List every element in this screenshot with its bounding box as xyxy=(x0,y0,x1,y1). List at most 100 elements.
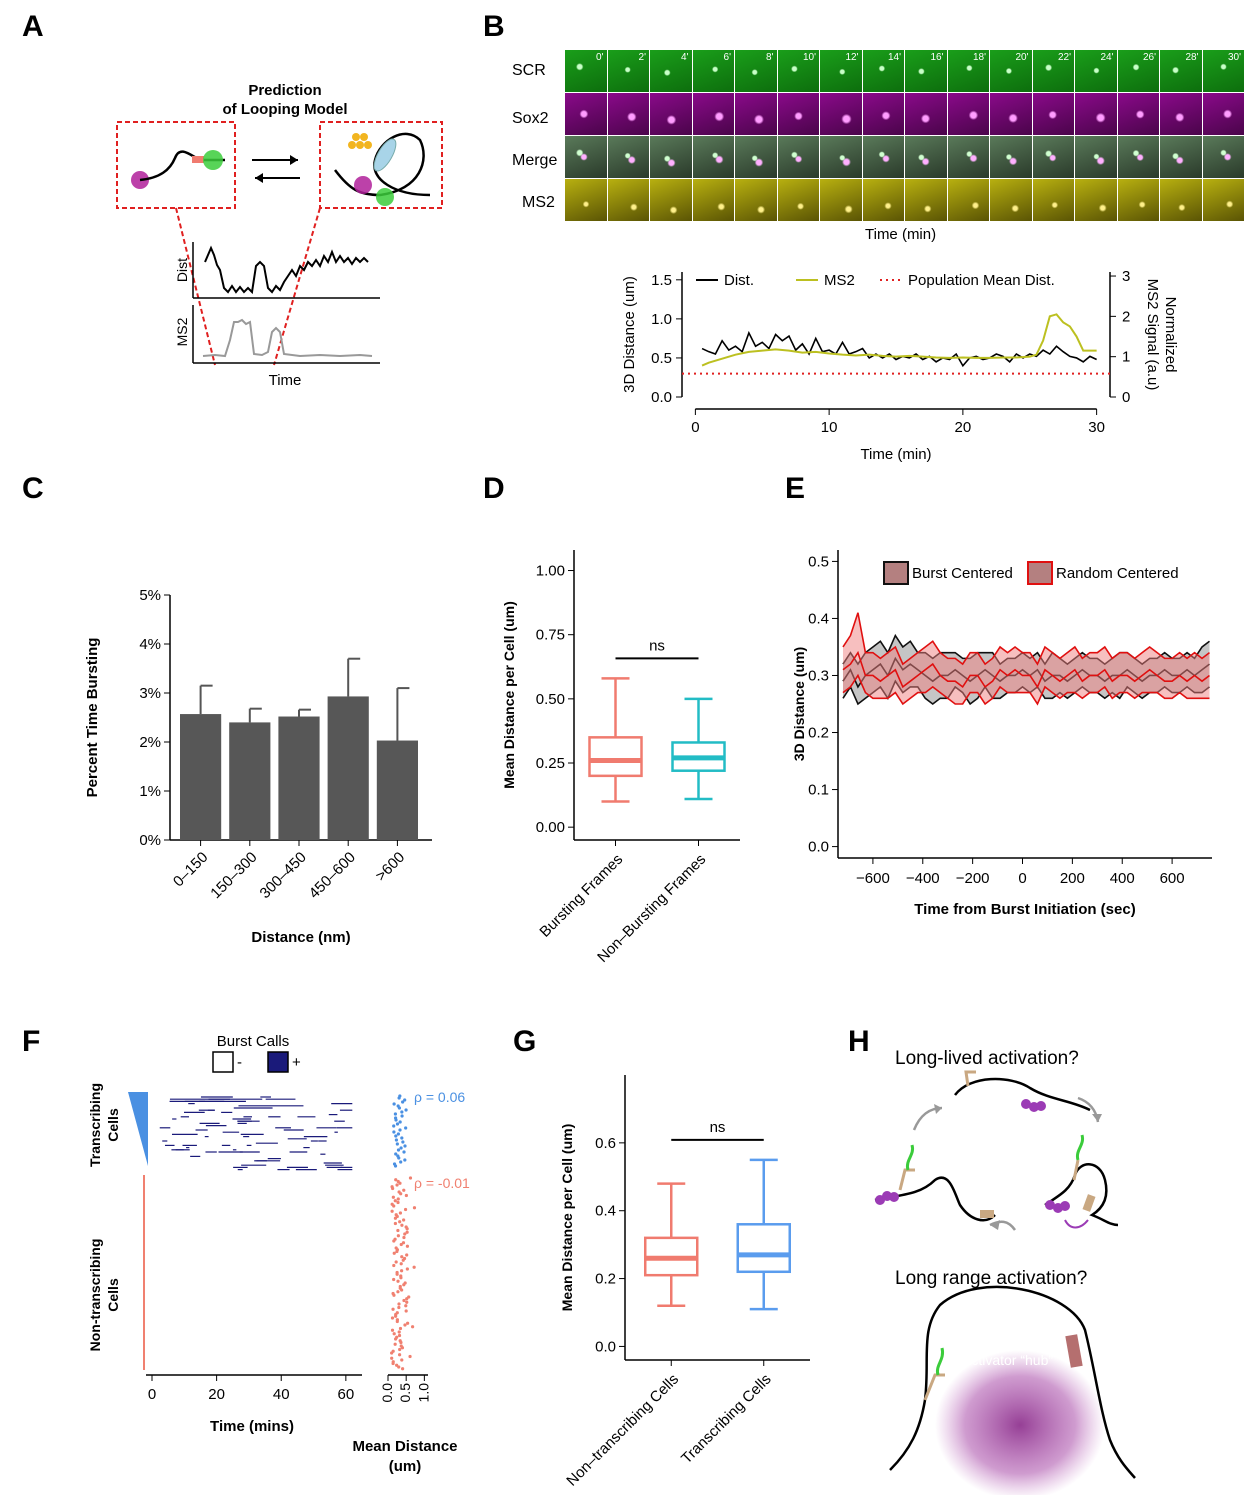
panel-f-raster: Burst Calls- +Transcribing CellsNon-transc… xyxy=(87,1033,470,1475)
panel-e-area-chart: 0.0 0.1 0.2 0.3 0.4 0.5 −600 −400 −200 0 200 400 600… xyxy=(791,550,1212,918)
f-scatter-nontrans-point xyxy=(403,1207,408,1212)
c-ytick-label: 2% xyxy=(139,734,161,751)
f-xtick-label: 0 xyxy=(148,1386,156,1403)
f-xtick-label: 40 xyxy=(273,1386,290,1403)
micrograph-grid: 0' 2' 4' 6' 8' 10' 12' 14' 16' 18' 20' 22' 24' 26' 28'… xyxy=(565,50,1245,222)
f-scatter-nontrans-point xyxy=(412,1265,416,1269)
ms2-trace xyxy=(202,318,373,358)
panel-letter-f: F xyxy=(22,1025,41,1058)
micrograph-cell xyxy=(905,93,947,135)
micrograph-cell xyxy=(820,179,862,221)
f-scatter-trans-point xyxy=(404,1108,408,1112)
e-ylabel: 3D Distance (um) xyxy=(791,647,807,761)
micrograph-cell xyxy=(862,136,904,178)
c-ytick-label: 3% xyxy=(139,685,161,702)
f-transcribing-wedge xyxy=(128,1092,148,1166)
f-scatter-nontrans-point xyxy=(391,1361,395,1366)
f-scatter-nontrans-point xyxy=(408,1176,413,1180)
f-scatter-trans-point xyxy=(394,1152,398,1156)
f-transcribing-label-2: Cells xyxy=(105,1108,121,1142)
e-ytick-label: 0.2 xyxy=(808,725,829,742)
e-xtick-label: 0 xyxy=(1018,870,1026,887)
b-ytick-right-label: 3 xyxy=(1122,268,1130,285)
h-activator-hub xyxy=(935,1350,1105,1495)
h-rna-left xyxy=(905,1144,915,1171)
d-box xyxy=(588,736,643,778)
micrograph-timestamp: 4' xyxy=(681,52,689,63)
f-scatter-nontrans-point xyxy=(390,1351,394,1355)
f-scatter-nontrans-point xyxy=(398,1353,402,1357)
micrograph-cell xyxy=(990,136,1032,178)
b-ylabel-right-2: MS2 Signal (a.u) xyxy=(1144,279,1161,391)
f-scatter-nontrans-point xyxy=(405,1230,409,1234)
f-scatter-trans-point xyxy=(397,1156,401,1160)
micrograph-timestamp: 22' xyxy=(1057,52,1071,63)
f-scatter-nontrans-point xyxy=(404,1193,408,1198)
f-scatter-nontrans-point xyxy=(394,1260,398,1264)
f-scatter-nontrans-point xyxy=(395,1319,399,1324)
e-xtick-label: −600 xyxy=(856,870,890,887)
f-scatter-nontrans-point xyxy=(405,1253,409,1257)
d-ytick-label: 1.00 xyxy=(536,563,565,580)
promoter-blob-linear xyxy=(203,150,223,170)
micrograph-cell xyxy=(735,179,777,221)
panel-a-title-2: of Looping Model xyxy=(223,101,348,118)
f-scatter-nontrans-point xyxy=(394,1314,398,1318)
f-scatter-nontrans-point xyxy=(397,1302,401,1306)
panel-letter-a: A xyxy=(22,10,44,43)
e-legend-random-label: Random Centered xyxy=(1056,565,1179,582)
micrograph-cell: 28' xyxy=(1160,50,1202,92)
micrograph-cell: 24' xyxy=(1075,50,1117,92)
panel-letter-g: G xyxy=(513,1025,537,1058)
micrograph-cell xyxy=(905,179,947,221)
d-ytick-label: 0.50 xyxy=(536,691,565,708)
g-xtick-label: Non–transcribing Cells xyxy=(563,1371,682,1490)
f-scatter-trans-point xyxy=(394,1118,398,1122)
c-xlabel: Distance (nm) xyxy=(251,929,350,946)
g-sig-label: ns xyxy=(710,1119,726,1136)
h-cycle-arrowhead-2 xyxy=(1092,1114,1102,1122)
h-title-top: Long-lived activation? xyxy=(895,1048,1079,1069)
micrograph-cell xyxy=(1160,179,1202,221)
f-scatter-trans-point xyxy=(394,1138,399,1142)
f-scatter-nontrans-point xyxy=(393,1199,397,1203)
f-scatter-trans-point xyxy=(395,1142,399,1146)
factor-dot-1 xyxy=(348,141,356,149)
micrograph-cell: 18' xyxy=(947,50,989,92)
micrograph-timestamp: 6' xyxy=(723,52,731,63)
f-scatter-nontrans-point xyxy=(397,1365,401,1369)
e-xtick-label: 200 xyxy=(1060,870,1085,887)
f-side-xtick-label: 0.0 xyxy=(379,1383,395,1403)
micrograph-cell: 14' xyxy=(862,50,904,92)
f-scatter-nontrans-point xyxy=(402,1283,406,1287)
f-scatter-trans-point xyxy=(397,1096,401,1100)
e-xtick-label: −400 xyxy=(906,870,940,887)
panel-letter-h: H xyxy=(848,1025,870,1058)
f-scatter-nontrans-point xyxy=(392,1239,396,1243)
f-legend-minus-swatch xyxy=(212,1051,234,1073)
f-scatter-nontrans-point xyxy=(400,1269,404,1273)
f-scatter-nontrans-point xyxy=(400,1223,404,1227)
f-scatter-nontrans-point xyxy=(402,1298,406,1303)
d-xtick-label: Bursting Frames xyxy=(536,851,626,941)
h-activator-right-1 xyxy=(1045,1200,1055,1210)
f-scatter-nontrans-point xyxy=(390,1356,394,1360)
h-cycle-arrowhead-1 xyxy=(934,1104,942,1114)
f-scatter-nontrans-point xyxy=(398,1220,402,1224)
f-scatter-trans-point xyxy=(397,1106,401,1110)
f-scatter-nontrans-point xyxy=(405,1297,409,1301)
h-dna-bottom xyxy=(889,1285,1136,1479)
f-scatter-trans-point xyxy=(394,1134,398,1138)
f-transcribing-label-1: Transcribing xyxy=(87,1083,103,1167)
micrograph-cell xyxy=(862,93,904,135)
g-box xyxy=(736,1223,791,1274)
f-scatter-trans-point xyxy=(392,1102,396,1106)
f-scatter-nontrans-point xyxy=(395,1249,399,1254)
h-dna-left xyxy=(874,1176,996,1222)
micrograph-cell xyxy=(947,179,989,221)
micrograph-cell xyxy=(1032,93,1074,135)
f-scatter-trans-point xyxy=(393,1112,398,1116)
f-xtick-label: 60 xyxy=(338,1386,355,1403)
h-enhancer-left xyxy=(980,1210,994,1218)
micrograph-cell xyxy=(607,179,649,221)
